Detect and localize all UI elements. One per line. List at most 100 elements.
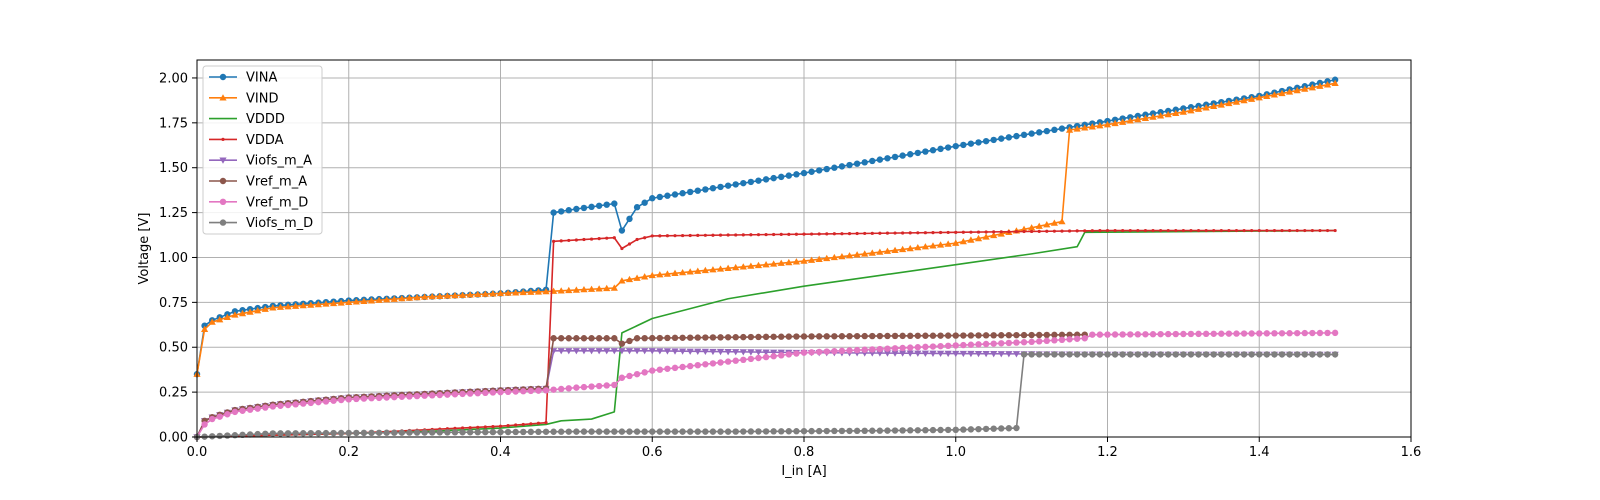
data-point	[299, 301, 307, 309]
data-point	[686, 362, 694, 370]
data-point	[1058, 125, 1066, 132]
data-point	[726, 233, 730, 237]
legend-marker	[219, 219, 227, 226]
data-point	[626, 337, 633, 345]
data-point	[1187, 330, 1195, 338]
data-point	[1233, 330, 1240, 337]
data-point	[808, 168, 815, 175]
data-point	[558, 335, 565, 342]
data-point	[976, 230, 981, 234]
data-point	[375, 296, 383, 303]
data-point	[1318, 228, 1322, 233]
data-point	[901, 231, 905, 235]
data-point	[830, 253, 838, 261]
legend-item: VDDD	[209, 112, 285, 127]
data-point	[724, 428, 732, 435]
data-point	[246, 308, 254, 315]
data-point	[1181, 228, 1185, 233]
data-point	[1045, 229, 1049, 233]
data-point	[482, 428, 489, 436]
legend-item: VDDA	[209, 133, 284, 148]
legend-label: Vref_m_D	[246, 195, 308, 210]
data-point	[869, 346, 876, 353]
data-point	[732, 334, 739, 341]
data-point	[610, 284, 618, 291]
data-point	[1263, 330, 1271, 337]
data-point	[276, 303, 285, 310]
data-point	[633, 348, 641, 355]
data-point	[893, 231, 897, 235]
data-point	[582, 237, 586, 242]
data-point	[778, 352, 785, 359]
data-point	[717, 183, 724, 191]
data-point	[671, 191, 679, 198]
data-point	[649, 428, 656, 435]
data-point	[1233, 351, 1240, 358]
data-point	[990, 425, 997, 432]
data-point	[787, 232, 791, 236]
data-point	[876, 156, 884, 163]
data-point	[732, 263, 740, 271]
data-point	[1288, 228, 1292, 233]
data-point	[694, 334, 701, 341]
data-point	[618, 428, 626, 435]
data-point	[656, 428, 664, 435]
data-point	[1014, 230, 1019, 234]
data-point	[633, 274, 641, 281]
data-point	[716, 348, 725, 356]
data-point	[521, 422, 525, 427]
data-point	[421, 293, 429, 300]
data-point	[868, 249, 876, 256]
data-point	[959, 237, 967, 245]
data-point	[476, 425, 480, 429]
data-point	[1105, 228, 1110, 233]
data-point	[1164, 110, 1172, 118]
data-point	[337, 299, 345, 306]
data-point	[1218, 330, 1225, 337]
data-point	[535, 428, 542, 436]
data-point	[906, 244, 914, 252]
data-point	[732, 357, 739, 364]
data-point	[747, 355, 755, 363]
data-point	[1256, 351, 1263, 358]
data-point	[703, 233, 707, 237]
ticks: 0.0 0.2 0.4 0.6 0.8 1.0 1.2 1.4 1.6 0.00 0.25 0.50 0…	[159, 71, 1421, 460]
data-point	[847, 231, 852, 236]
data-point	[747, 349, 755, 356]
legend-marker	[219, 177, 227, 185]
data-point	[762, 176, 770, 183]
data-point	[967, 236, 975, 243]
data-point	[800, 427, 808, 435]
data-point	[626, 372, 633, 380]
data-point	[937, 145, 944, 153]
data-point	[656, 348, 664, 355]
legend-label: VDDA	[246, 133, 284, 148]
data-point	[398, 429, 406, 436]
data-point	[1263, 92, 1271, 99]
data-point	[1020, 351, 1028, 358]
data-point	[588, 428, 595, 435]
data-point	[975, 341, 982, 348]
data-point	[1240, 351, 1248, 358]
legend-box	[202, 65, 323, 235]
data-point	[960, 426, 967, 433]
data-point	[398, 393, 406, 400]
data-point	[1012, 351, 1021, 358]
data-point	[595, 285, 603, 292]
data-point	[436, 292, 444, 299]
data-point	[641, 428, 648, 435]
data-point	[762, 428, 770, 435]
data-point	[1149, 113, 1157, 120]
data-point	[1096, 351, 1104, 358]
data-point	[891, 246, 899, 253]
data-point	[686, 188, 694, 196]
data-point	[1142, 331, 1149, 338]
data-point	[694, 348, 702, 355]
data-point	[861, 346, 868, 353]
data-point	[967, 332, 975, 339]
data-point	[1103, 121, 1112, 128]
data-point	[1202, 351, 1210, 358]
data-point	[208, 415, 216, 423]
legend-label: Viofs_m_D	[246, 216, 313, 231]
data-point	[747, 178, 755, 186]
